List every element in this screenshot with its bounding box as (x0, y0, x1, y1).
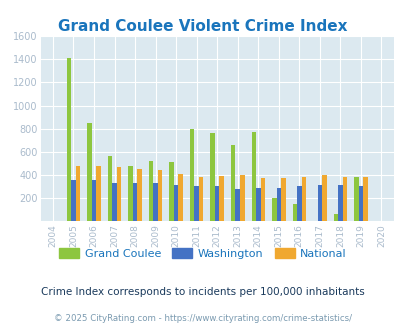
Bar (92, 180, 96, 221)
Bar (107, 156, 112, 221)
Bar (256, 187, 260, 221)
Bar (178, 174, 183, 221)
Bar (71, 180, 75, 221)
Bar (235, 189, 239, 221)
Bar (214, 186, 219, 221)
Bar (271, 198, 276, 221)
Bar (87, 123, 92, 221)
Bar (333, 214, 337, 221)
Bar (301, 177, 305, 221)
Bar (219, 176, 224, 221)
Bar (75, 166, 80, 221)
Bar (158, 170, 162, 221)
Bar (230, 145, 235, 221)
Bar (169, 162, 173, 221)
Bar (132, 183, 137, 221)
Text: Crime Index corresponds to incidents per 100,000 inhabitants: Crime Index corresponds to incidents per… (41, 287, 364, 297)
Bar (149, 161, 153, 221)
Bar (276, 187, 280, 221)
Bar (280, 178, 285, 221)
Bar (128, 166, 132, 221)
Bar (137, 169, 141, 221)
Bar (96, 166, 100, 221)
Bar (251, 132, 256, 221)
Text: Grand Coulee Violent Crime Index: Grand Coulee Violent Crime Index (58, 19, 347, 34)
Bar (194, 186, 198, 221)
Bar (260, 178, 264, 221)
Bar (112, 183, 117, 221)
Bar (296, 186, 301, 221)
Bar (362, 177, 367, 221)
Bar (292, 204, 296, 221)
Text: © 2025 CityRating.com - https://www.cityrating.com/crime-statistics/: © 2025 CityRating.com - https://www.city… (54, 314, 351, 323)
Bar (358, 186, 362, 221)
Legend: Grand Coulee, Washington, National: Grand Coulee, Washington, National (55, 244, 350, 263)
Bar (173, 185, 178, 221)
Bar (239, 175, 244, 221)
Bar (353, 177, 358, 221)
Bar (337, 185, 342, 221)
Bar (210, 133, 214, 221)
Bar (117, 167, 121, 221)
Bar (321, 176, 326, 221)
Bar (317, 185, 321, 221)
Bar (342, 177, 346, 221)
Bar (190, 129, 194, 221)
Bar (66, 58, 71, 221)
Bar (153, 183, 158, 221)
Bar (198, 177, 203, 221)
